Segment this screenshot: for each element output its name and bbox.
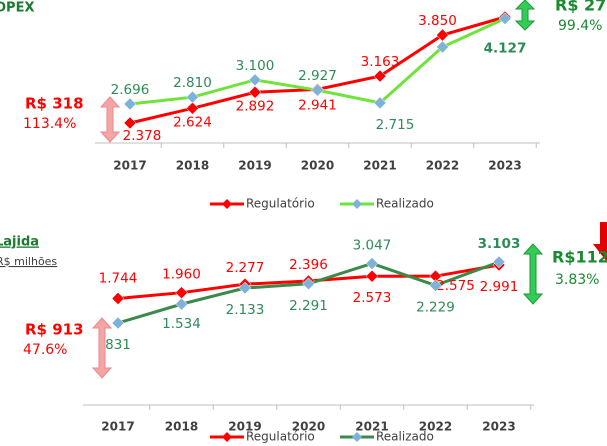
x-tick-label: 2023 <box>488 159 521 173</box>
data-marker <box>492 255 506 269</box>
x-tick-label: 2019 <box>228 420 261 434</box>
gap-percent: 99.4% <box>558 18 602 34</box>
data-label: 1.744 <box>99 270 138 286</box>
gap-percent: 47.6% <box>23 342 67 358</box>
data-marker <box>248 73 262 87</box>
gap-arrow <box>99 96 121 143</box>
data-marker <box>373 96 387 110</box>
x-tick-label: 2018 <box>176 159 209 173</box>
gap-amount: R$ 913 <box>25 321 84 339</box>
data-label: 2.991 <box>480 279 519 295</box>
data-label: 3.850 <box>418 13 457 29</box>
gap-amount: R$ 318 <box>25 95 84 113</box>
data-label: 2.624 <box>173 114 212 130</box>
data-label: 2.892 <box>236 98 275 114</box>
x-tick-label: 2017 <box>113 159 146 173</box>
legend-label: Realizado <box>376 197 434 211</box>
data-label: 1.960 <box>162 267 201 283</box>
data-label: 2.810 <box>173 75 212 91</box>
x-tick-label: 2022 <box>426 159 459 173</box>
gap-amount: R$ 27 <box>555 0 606 15</box>
data-label: 2.715 <box>376 117 415 133</box>
legend-marker <box>222 199 232 209</box>
x-tick-label: 2020 <box>292 420 325 434</box>
data-marker <box>238 281 252 295</box>
gap-percent: 3.83% <box>555 272 599 288</box>
data-marker <box>436 40 449 54</box>
x-tick-label: 2018 <box>165 420 198 434</box>
data-label: 2.277 <box>226 260 265 276</box>
data-marker <box>365 257 379 270</box>
chart-subtitle: R$ milhões <box>0 255 57 268</box>
x-tick-label: 2022 <box>419 420 452 434</box>
x-tick-label: 2017 <box>101 420 134 434</box>
data-marker <box>311 83 324 97</box>
legend-marker <box>222 432 232 442</box>
data-label: 3.100 <box>236 58 275 74</box>
legend-label: Regulatório <box>246 197 315 211</box>
data-label: 2.941 <box>298 97 337 113</box>
data-label: 2.133 <box>226 302 265 318</box>
chart-title: Lajida <box>0 235 39 250</box>
gap-percent: 113.4% <box>23 116 76 132</box>
x-tick-label: 2021 <box>363 159 396 173</box>
data-marker <box>123 116 137 130</box>
x-tick-label: 2021 <box>355 420 388 434</box>
x-tick-label: 2020 <box>301 159 334 173</box>
data-label: 831 <box>105 337 131 353</box>
data-marker <box>186 90 199 104</box>
data-label: 4.127 <box>484 40 527 56</box>
data-label: 2.696 <box>111 82 150 98</box>
gap-arrow <box>91 317 113 379</box>
data-label: 2.396 <box>289 257 328 273</box>
data-marker <box>123 97 137 111</box>
data-marker <box>111 292 125 305</box>
legend-marker <box>352 432 362 442</box>
data-label: 2.291 <box>289 298 328 314</box>
gap-arrow <box>522 243 544 305</box>
data-marker <box>175 286 188 300</box>
data-marker <box>175 297 188 311</box>
data-marker <box>302 277 315 291</box>
data-marker <box>373 69 387 83</box>
data-label: 2.378 <box>123 128 162 144</box>
x-tick-label: 2019 <box>238 159 271 173</box>
gap-amount: R$112 <box>552 248 607 267</box>
data-label: 2.229 <box>416 299 455 315</box>
legend-marker <box>352 199 362 209</box>
data-marker <box>186 101 199 115</box>
data-marker <box>498 12 512 25</box>
data-marker <box>365 269 379 283</box>
legend-label: Regulatório <box>246 430 315 444</box>
chart-title: OPEX <box>0 1 34 16</box>
data-label: 3.047 <box>353 238 392 254</box>
data-marker <box>429 279 442 292</box>
data-label: 2.927 <box>298 68 337 84</box>
data-label: 2.575 <box>436 278 475 294</box>
x-tick-label: 2023 <box>482 420 515 434</box>
arrows <box>91 0 607 379</box>
data-label: 3.103 <box>478 236 521 252</box>
data-marker <box>248 85 262 99</box>
data-marker <box>111 316 125 330</box>
trend-arrow <box>593 222 607 262</box>
data-label: 1.534 <box>162 316 201 332</box>
gap-arrow <box>514 0 536 31</box>
data-label: 2.573 <box>353 290 392 306</box>
legend-label: Realizado <box>376 430 434 444</box>
data-label: 3.163 <box>361 54 400 70</box>
